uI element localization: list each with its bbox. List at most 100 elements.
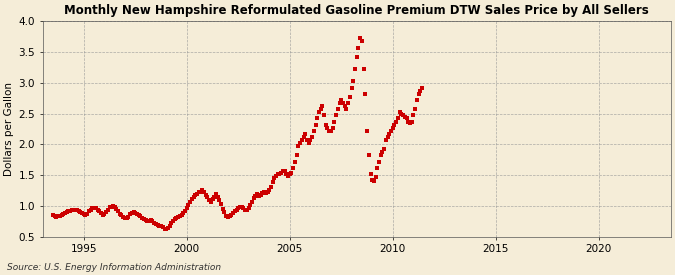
Point [300, 132, 310, 136]
Point [406, 119, 417, 124]
Point [384, 132, 395, 136]
Point [211, 191, 221, 196]
Point [115, 212, 126, 216]
Point [195, 189, 206, 194]
Point [412, 98, 423, 102]
Point [295, 141, 306, 145]
Point [356, 39, 367, 44]
Point [72, 208, 82, 212]
Point [159, 227, 170, 231]
Point [152, 223, 163, 227]
Point [245, 202, 256, 207]
Y-axis label: Dollars per Gallon: Dollars per Gallon [4, 82, 14, 176]
Point [267, 180, 278, 184]
Point [324, 128, 335, 133]
Point [219, 210, 230, 214]
Point [166, 221, 177, 225]
Point [358, 67, 369, 71]
Point [250, 194, 261, 198]
Point [332, 107, 343, 111]
Point [197, 188, 208, 193]
Point [106, 204, 117, 209]
Point [392, 116, 403, 121]
Point [183, 202, 194, 207]
Point [391, 119, 402, 124]
Point [394, 110, 405, 114]
Point [381, 138, 392, 142]
Point [97, 212, 108, 217]
Point [167, 219, 178, 224]
Point [264, 188, 275, 192]
Point [269, 175, 279, 180]
Point [302, 138, 313, 142]
Point [74, 209, 84, 213]
Point [77, 211, 88, 216]
Point [94, 209, 105, 214]
Point [204, 197, 215, 202]
Point [122, 216, 132, 221]
Point [99, 212, 110, 216]
Point [53, 214, 63, 219]
Point [340, 104, 350, 108]
Point [341, 107, 352, 111]
Point [111, 207, 122, 211]
Point [298, 135, 309, 139]
Point [369, 179, 379, 183]
Point [360, 92, 371, 96]
Title: Monthly New Hampshire Reformulated Gasoline Premium DTW Sales Price by All Selle: Monthly New Hampshire Reformulated Gasol… [64, 4, 649, 17]
Point [161, 227, 171, 232]
Point [82, 212, 92, 216]
Point [157, 225, 168, 230]
Point [63, 209, 74, 213]
Point [310, 122, 321, 127]
Point [293, 144, 304, 148]
Point [185, 199, 196, 204]
Point [66, 208, 77, 212]
Point [355, 36, 366, 40]
Text: Source: U.S. Energy Information Administration: Source: U.S. Energy Information Administ… [7, 263, 221, 272]
Point [85, 208, 96, 212]
Point [346, 86, 357, 90]
Point [396, 111, 407, 116]
Point [321, 122, 331, 127]
Point [84, 209, 95, 214]
Point [312, 116, 323, 121]
Point [109, 205, 120, 209]
Point [325, 128, 336, 133]
Point [281, 172, 292, 177]
Point [47, 213, 58, 217]
Point [353, 45, 364, 50]
Point [367, 178, 377, 182]
Point [78, 212, 89, 216]
Point [202, 195, 213, 199]
Point [227, 210, 238, 215]
Point [243, 206, 254, 211]
Point [410, 107, 421, 111]
Point [363, 153, 374, 158]
Point [103, 207, 113, 212]
Point [382, 135, 393, 139]
Point [207, 196, 218, 201]
Point [261, 191, 271, 195]
Point [385, 128, 396, 133]
Point [375, 153, 386, 158]
Point [404, 120, 415, 125]
Point [169, 217, 180, 222]
Point [288, 166, 298, 170]
Point [104, 205, 115, 209]
Point [175, 214, 186, 219]
Point [224, 214, 235, 219]
Point [319, 113, 329, 117]
Point [101, 210, 111, 214]
Point [54, 214, 65, 218]
Point [262, 189, 273, 194]
Point [315, 107, 326, 111]
Point [154, 223, 165, 228]
Point [401, 116, 412, 121]
Point [314, 110, 325, 114]
Point [80, 212, 91, 217]
Point [125, 212, 136, 216]
Point [398, 113, 408, 117]
Point [308, 128, 319, 133]
Point [327, 125, 338, 130]
